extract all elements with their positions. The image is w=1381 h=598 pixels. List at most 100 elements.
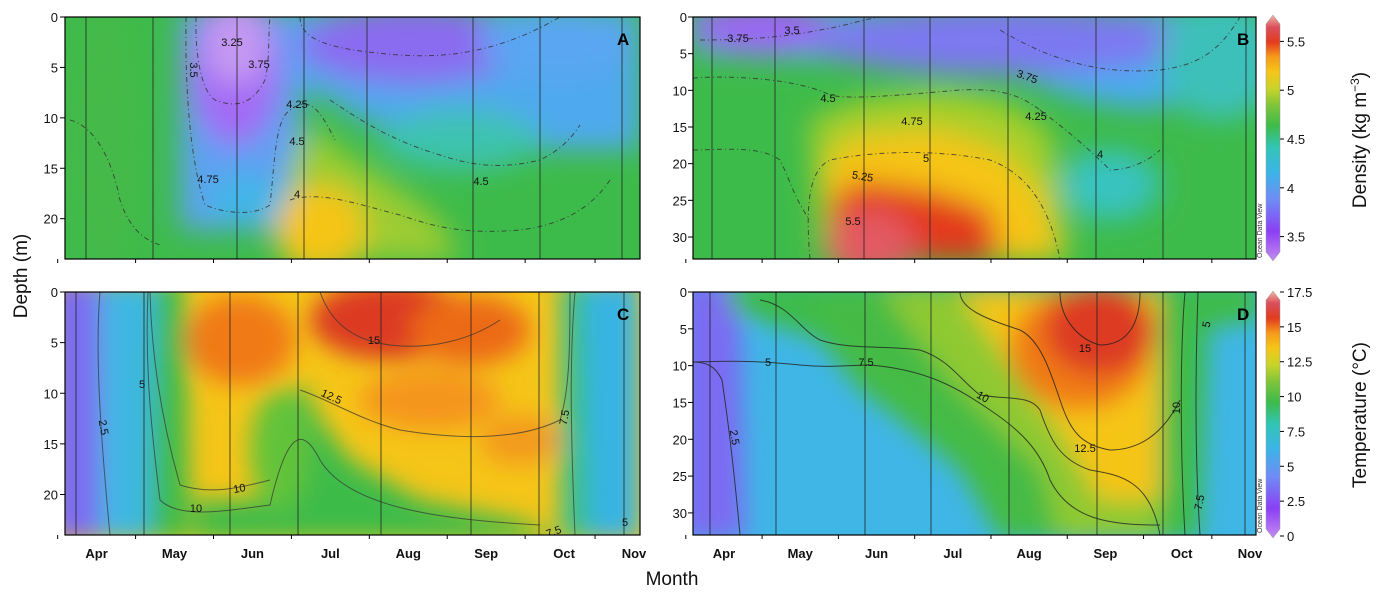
y-tick-label: 10: [673, 359, 687, 374]
contour-label: 10: [190, 503, 202, 515]
x-tick-label: May: [162, 546, 188, 561]
contour-label: 4.75: [901, 116, 922, 128]
contour-label: 4: [1097, 149, 1103, 161]
y-tick-label: 20: [44, 488, 58, 503]
contour-label: 3.75: [248, 59, 269, 71]
contour-label: 7.5: [1193, 494, 1207, 511]
x-tick-label: Nov: [1238, 546, 1263, 561]
colorbar-tick-label: 17.5: [1287, 285, 1312, 300]
y-tick-label: 0: [51, 10, 58, 25]
contour-label: 12.5: [1074, 443, 1095, 455]
x-tick-label: Oct: [553, 546, 575, 561]
contour-label: 2.5: [727, 429, 741, 446]
y-tick-label: 10: [44, 386, 58, 401]
x-tick-label: Oct: [1171, 546, 1193, 561]
colorbar-tick-label: 10: [1287, 390, 1301, 405]
panel-a: 3.25 3.5 3.75 4.25 4.5 4.75 4 4.5 A: [64, 16, 641, 260]
density-colorbar-source: Ocean Data View: [1257, 203, 1264, 258]
contour-label: 4.75: [197, 174, 218, 186]
contour-label: 5.5: [845, 216, 860, 228]
contour-label: 4.5: [473, 176, 488, 188]
contour-label: 4: [294, 189, 300, 201]
colorbar-tick-label: 4: [1287, 181, 1294, 196]
y-tick-label: 0: [51, 285, 58, 300]
x-tick-label: Aug: [1016, 546, 1041, 561]
temperature-colorbar: 0 2.5 5 7.5 10 12.5 15 17.5 Ocean Data View: [1257, 285, 1312, 544]
colorbar-tick-label: 5: [1287, 83, 1294, 98]
y-tick-label: 15: [44, 437, 58, 452]
colorbar-tick-label: 3.5: [1287, 230, 1305, 245]
contour-label: 7.5: [858, 357, 873, 369]
temperature-colorbar-title: Temperature (°C): [1350, 342, 1371, 488]
contour-label: 4.25: [286, 99, 307, 111]
y-tick-label: 15: [673, 395, 687, 410]
colorbar-tick-label: 0: [1287, 529, 1294, 544]
y-tick-label: 20: [44, 212, 58, 227]
contour-label: 3.5: [784, 25, 799, 37]
y-tick-label: 25: [673, 469, 687, 484]
contour-label: 7.5: [545, 524, 563, 541]
contour-label: 7.5: [558, 409, 572, 426]
y-tick-label: 0: [680, 10, 687, 25]
colorbar-tick-label: 7.5: [1287, 424, 1305, 439]
contour-label: 4.5: [289, 136, 304, 148]
y-tick-label: 30: [673, 230, 687, 245]
x-tick-label: Sep: [1093, 546, 1117, 561]
colorbar-tick-label: 2.5: [1287, 494, 1305, 509]
x-tick-label: Jul: [943, 546, 962, 561]
contour-label: 10: [1171, 402, 1183, 414]
contour-label: 10: [974, 389, 991, 406]
panel-d-label: D: [1237, 305, 1249, 324]
panel-c-label: C: [617, 305, 629, 324]
month-axis-title: Month: [646, 569, 699, 590]
x-tick-label: Nov: [622, 546, 647, 561]
contour-label: 2.5: [96, 419, 110, 436]
colorbar-tick-label: 4.5: [1287, 132, 1305, 147]
y-tick-label: 5: [680, 47, 687, 62]
contour-label: 5: [765, 357, 771, 369]
y-tick-label: 5: [51, 336, 58, 351]
contour-label: 5.25: [851, 169, 874, 185]
x-tick-label: May: [788, 546, 814, 561]
x-tick-label: Sep: [474, 546, 498, 561]
y-tick-label: 0: [680, 285, 687, 300]
contour-label: 10: [232, 482, 246, 496]
panel-a-label: A: [617, 30, 629, 49]
y-tick-label: 20: [673, 432, 687, 447]
contour-label: 5: [139, 379, 145, 391]
density-colorbar-title: Density (kg m−3): [1348, 72, 1371, 208]
y-tick-label: 30: [673, 506, 687, 521]
depth-axis-title: Depth (m): [11, 234, 32, 318]
contour-label: 5: [1201, 320, 1214, 328]
x-tick-label: Aug: [396, 546, 421, 561]
x-tick-label: Jul: [321, 546, 340, 561]
y-tick-label: 20: [673, 157, 687, 172]
colorbar-tick-label: 5.5: [1287, 34, 1305, 49]
y-tick-label: 10: [673, 83, 687, 98]
y-tick-label: 25: [673, 193, 687, 208]
x-tick-label: Jun: [865, 546, 888, 561]
colorbar-tick-label: 5: [1287, 459, 1294, 474]
panel-d: 2.5 5 7.5 10 15 12.5 10 7.5 5 D: [692, 291, 1257, 536]
contour-label: 4.25: [1025, 111, 1046, 123]
x-tick-label: Jun: [241, 546, 264, 561]
x-tick-label: Apr: [713, 546, 735, 561]
temperature-colorbar-source: Ocean Data View: [1257, 478, 1264, 533]
y-tick-label: 10: [44, 111, 58, 126]
contour-label: 15: [368, 335, 380, 347]
contour-label: 5: [923, 153, 929, 165]
contour-label: 15: [1079, 343, 1091, 355]
contour-label: 3.25: [221, 37, 242, 49]
contour-label: 3.75: [727, 33, 748, 45]
y-tick-label: 5: [680, 322, 687, 337]
contour-label: 3.5: [187, 62, 199, 77]
x-tick-label: Apr: [85, 546, 107, 561]
y-tick-label: 15: [673, 120, 687, 135]
colorbar-tick-label: 15: [1287, 320, 1301, 335]
y-tick-label: 5: [51, 60, 58, 75]
contour-label: 4.5: [820, 93, 835, 105]
panel-b-label: B: [1237, 30, 1249, 49]
